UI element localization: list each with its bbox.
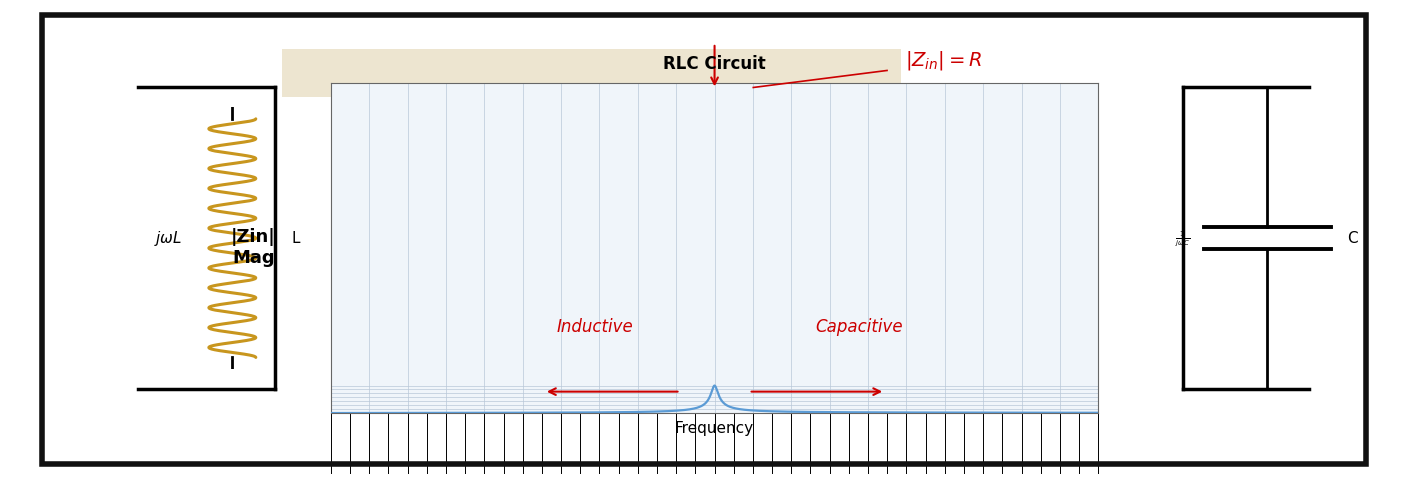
Text: Capacitive: Capacitive <box>815 318 904 336</box>
Text: Inductive: Inductive <box>556 318 634 336</box>
Text: $j\omega L$: $j\omega L$ <box>153 228 182 248</box>
Text: |Zin|
Mag: |Zin| Mag <box>231 228 276 267</box>
X-axis label: Frequency: Frequency <box>674 421 755 436</box>
Title: RLC Circuit: RLC Circuit <box>663 55 766 73</box>
Text: C: C <box>1347 231 1359 245</box>
Text: L: L <box>291 231 300 245</box>
Text: $|Z_{in}| = R$: $|Z_{in}| = R$ <box>905 49 981 72</box>
Text: $\frac{1}{j\omega C}$: $\frac{1}{j\omega C}$ <box>1174 229 1190 247</box>
